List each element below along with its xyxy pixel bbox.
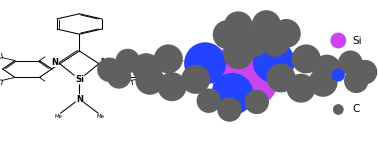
Point: [324, 68, 330, 70]
Point: [272, 41, 278, 43]
Point: [235, 53, 242, 55]
Point: [202, 62, 208, 64]
Point: [335, 108, 341, 111]
Point: [229, 93, 235, 95]
Point: [147, 79, 153, 81]
Point: [165, 58, 171, 60]
Text: N: N: [76, 94, 83, 103]
Text: Me: Me: [96, 114, 104, 119]
Text: Si: Si: [353, 36, 362, 45]
Text: C: C: [353, 105, 360, 114]
Point: [254, 101, 260, 103]
Point: [303, 58, 309, 60]
Text: N: N: [100, 58, 107, 67]
Point: [206, 100, 212, 102]
Point: [353, 80, 359, 82]
Point: [116, 75, 122, 78]
Point: [278, 77, 284, 79]
Point: [335, 74, 341, 76]
Point: [235, 25, 242, 27]
Text: Si: Si: [75, 75, 84, 84]
Point: [243, 74, 249, 76]
Text: N: N: [353, 70, 361, 80]
Point: [125, 60, 131, 62]
Point: [106, 69, 112, 71]
Point: [224, 33, 230, 36]
Point: [226, 108, 232, 111]
Point: [143, 66, 149, 69]
Text: N: N: [52, 58, 59, 67]
Point: [271, 61, 277, 63]
Point: [250, 42, 256, 44]
Text: Me: Me: [54, 114, 63, 119]
Point: [192, 78, 198, 81]
Point: [362, 71, 368, 73]
Point: [320, 81, 326, 84]
Point: [263, 24, 270, 26]
Point: [347, 61, 353, 64]
Point: [283, 32, 289, 35]
Point: [169, 85, 175, 88]
Point: [298, 87, 304, 89]
Point: [335, 39, 341, 42]
